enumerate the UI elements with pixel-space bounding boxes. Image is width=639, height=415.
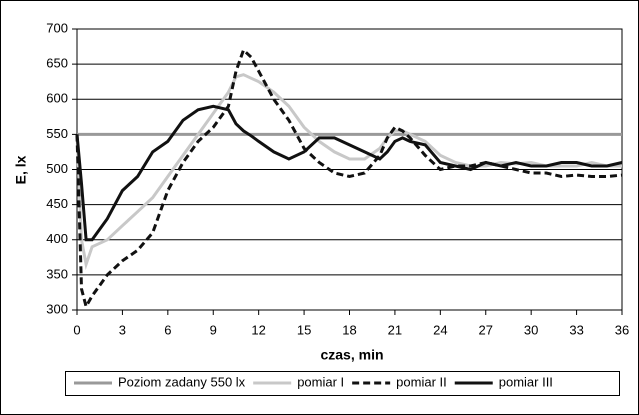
x-tick-label: 15 [297,322,311,337]
x-axis-label: czas, min [320,347,383,363]
x-tick-label: 9 [210,322,217,337]
legend-label: pomiar I [297,374,344,389]
y-tick-label: 650 [46,56,68,71]
legend-label: pomiar III [499,374,553,389]
y-tick-label: 600 [46,91,68,106]
x-tick-label: 33 [569,322,583,337]
legend-box [65,371,620,396]
x-tick-label: 18 [342,322,356,337]
y-tick-label: 700 [46,20,68,35]
legend-label: pomiar II [396,374,447,389]
x-tick-label: 24 [433,322,447,337]
y-tick-label: 500 [46,161,68,176]
x-tick-label: 30 [524,322,538,337]
x-tick-label: 27 [479,322,493,337]
y-tick-label: 350 [46,266,68,281]
legend-label: Poziom zadany 550 lx [118,374,246,389]
y-tick-label: 450 [46,196,68,211]
x-tick-label: 12 [251,322,265,337]
series-line [75,47,623,311]
x-tick-label: 3 [119,322,126,337]
y-axis-label: E, lx [13,155,29,184]
x-tick-label: 6 [164,322,171,337]
y-tick-label: 300 [46,301,68,316]
x-tick-label: 36 [615,322,629,337]
x-tick-label: 0 [73,322,80,337]
x-tick-label: 21 [388,322,402,337]
series-line [75,104,623,242]
y-tick-label: 400 [46,231,68,246]
y-tick-label: 550 [46,126,68,141]
